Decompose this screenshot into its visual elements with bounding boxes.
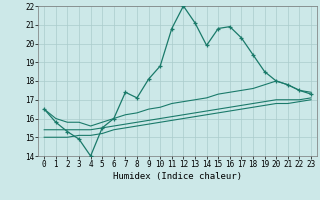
- X-axis label: Humidex (Indice chaleur): Humidex (Indice chaleur): [113, 172, 242, 181]
